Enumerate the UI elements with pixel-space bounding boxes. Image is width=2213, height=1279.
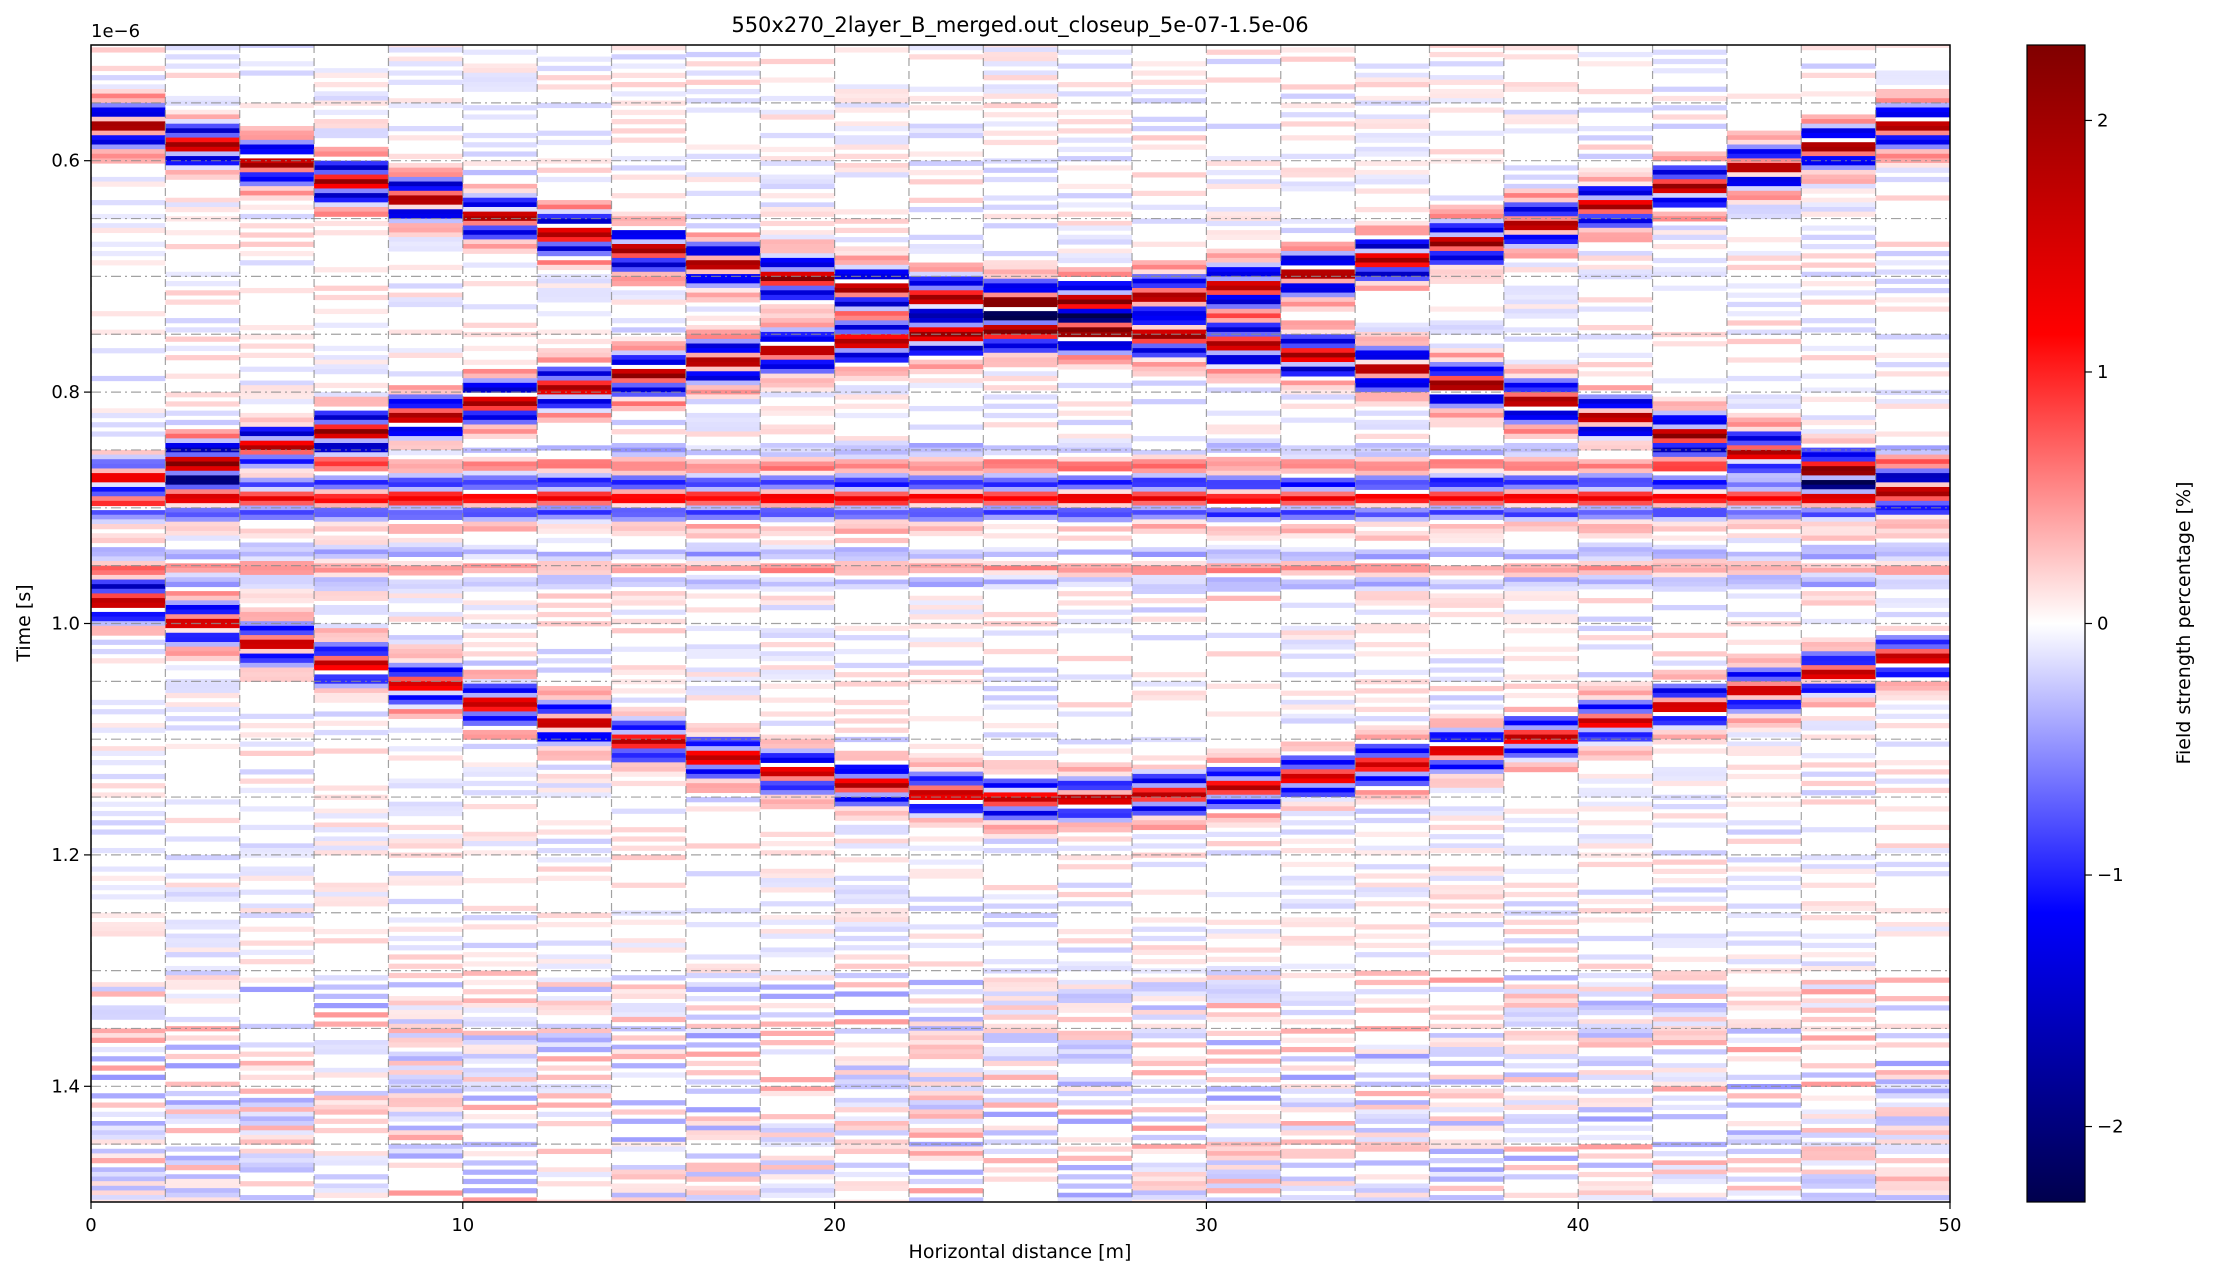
x-tick-label: 30 [1195,1215,1218,1236]
colorbar [2026,44,2086,1203]
colorbar-tick-label: −2 [2097,1117,2124,1138]
heatmap-traces [91,45,1950,1202]
y-tick-label: 1.4 [51,1076,80,1097]
x-axis-label: Horizontal distance [m] [909,1241,1132,1263]
x-tick-label: 10 [451,1215,474,1236]
colorbar-tick-label: −1 [2097,865,2124,886]
x-axis-ticks: 0 10 20 30 40 50 [85,1202,1961,1236]
y-axis-ticks: 0.6 0.8 1.0 1.2 1.4 [51,151,91,1097]
y-tick-label: 0.8 [51,382,80,403]
y-tick-label: 0.6 [51,151,80,172]
y-tick-label: 1.0 [51,614,80,635]
colorbar-tick-label: 0 [2097,614,2108,635]
x-tick-label: 40 [1567,1215,1590,1236]
grid-lines [91,45,1950,1202]
chart-title: 550x270_2layer_B_merged.out_closeup_5e-0… [731,13,1308,38]
x-tick-label: 20 [823,1215,846,1236]
y-offset-text: 1e−6 [91,21,140,42]
colorbar-label: Field strength percentage [%] [2173,481,2195,764]
colorbar-ticks: −2 −1 0 1 2 [2085,110,2124,1138]
x-tick-label: 0 [85,1215,96,1236]
colorbar-tick-label: 1 [2097,362,2108,383]
colorbar-tick-label: 2 [2097,110,2108,131]
x-tick-label: 50 [1939,1215,1962,1236]
y-tick-label: 1.2 [51,845,80,866]
y-axis-label: Time [s] [13,584,35,662]
